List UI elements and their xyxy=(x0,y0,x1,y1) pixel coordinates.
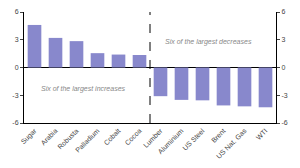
svg-text:Arabia: Arabia xyxy=(39,127,58,146)
svg-text:0: 0 xyxy=(15,64,19,71)
svg-text:6: 6 xyxy=(15,8,19,15)
svg-text:WTI: WTI xyxy=(255,127,269,141)
svg-text:US Steel: US Steel xyxy=(181,127,206,152)
svg-text:Cocoa: Cocoa xyxy=(123,127,142,146)
svg-text:US Nat. Gas: US Nat. Gas xyxy=(215,127,248,160)
svg-text:Robusta: Robusta xyxy=(56,127,79,150)
svg-text:Palladium: Palladium xyxy=(74,127,101,154)
svg-text:0: 0 xyxy=(281,64,285,71)
svg-text:-6: -6 xyxy=(281,119,287,126)
svg-text:Cobalt: Cobalt xyxy=(102,127,121,146)
svg-text:-3: -3 xyxy=(12,92,18,99)
svg-text:Aluminium: Aluminium xyxy=(157,127,185,155)
svg-text:-3: -3 xyxy=(281,92,287,99)
svg-text:Six of the largest decreases: Six of the largest decreases xyxy=(165,38,252,46)
svg-text:-6: -6 xyxy=(12,119,18,126)
svg-text:6: 6 xyxy=(281,8,285,15)
svg-text:3: 3 xyxy=(15,36,19,43)
svg-text:Sugar: Sugar xyxy=(20,127,39,146)
svg-text:3: 3 xyxy=(281,36,285,43)
svg-text:Lumber: Lumber xyxy=(142,127,164,149)
svg-text:Six of the largest increases: Six of the largest increases xyxy=(41,85,126,93)
svg-text:Brent: Brent xyxy=(210,127,227,144)
